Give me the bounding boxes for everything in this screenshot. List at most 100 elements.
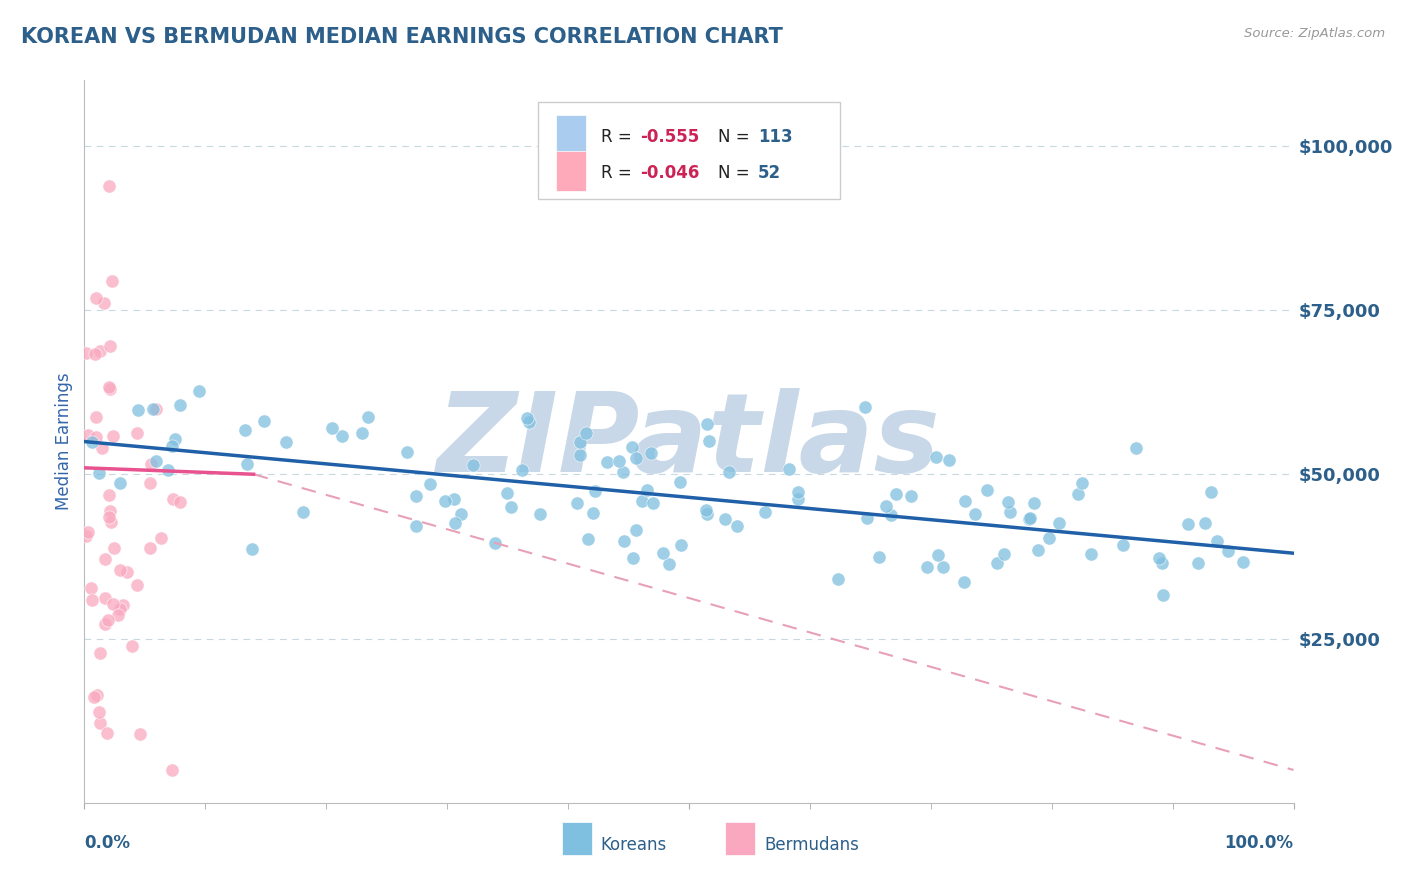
Point (98, 339, 121, 353)
Point (450, 507, 472, 521)
Point (786, 485, 808, 500)
Point (519, 415, 541, 429)
Bar (725, 822, 755, 855)
Point (668, 475, 690, 489)
Point (108, 476, 131, 491)
Point (484, 535, 506, 549)
Point (1018, 511, 1040, 525)
Y-axis label: Median Earnings: Median Earnings (55, 373, 73, 510)
Point (754, 505, 776, 519)
Point (97, 509, 120, 524)
Point (89, 646, 111, 660)
Point (1152, 557, 1174, 571)
Point (98, 504, 121, 518)
Point (84, 429, 107, 443)
Text: 52: 52 (758, 164, 780, 182)
Point (787, 491, 810, 506)
Point (461, 458, 484, 472)
Point (76, 525, 98, 540)
Point (1024, 496, 1046, 510)
Point (83, 347, 105, 361)
Point (927, 548, 949, 562)
FancyBboxPatch shape (538, 102, 841, 200)
Point (697, 434, 720, 449)
Point (1177, 517, 1199, 532)
Point (636, 483, 658, 497)
Point (93, 296, 115, 310)
Point (98, 382, 121, 396)
Point (501, 500, 523, 515)
Point (510, 463, 533, 477)
Point (938, 452, 960, 467)
Point (915, 560, 938, 574)
Text: Bermudans: Bermudans (763, 836, 859, 854)
Point (75, 529, 97, 543)
Point (443, 491, 465, 506)
Point (613, 533, 636, 548)
Point (583, 484, 606, 499)
Point (1026, 543, 1049, 558)
Point (1152, 588, 1174, 602)
Text: R =: R = (600, 164, 637, 182)
Point (997, 494, 1019, 508)
Point (717, 465, 740, 479)
Point (1199, 485, 1222, 500)
Point (75, 346, 97, 360)
Point (443, 516, 465, 531)
Point (596, 455, 619, 469)
Point (108, 602, 131, 616)
Point (1080, 547, 1102, 561)
Point (236, 457, 259, 471)
Text: -0.555: -0.555 (641, 128, 700, 145)
Point (128, 727, 150, 741)
Point (145, 401, 167, 416)
Point (900, 489, 922, 503)
Point (582, 507, 605, 521)
Point (875, 500, 897, 514)
Point (97, 488, 120, 502)
Point (97, 380, 120, 394)
Point (993, 547, 1015, 561)
Point (94, 591, 117, 606)
Point (96, 613, 118, 627)
Point (631, 494, 654, 508)
Text: 100.0%: 100.0% (1225, 833, 1294, 852)
Point (139, 457, 162, 471)
Point (884, 487, 907, 501)
Text: N =: N = (718, 164, 755, 182)
Point (253, 414, 276, 428)
Point (139, 541, 162, 555)
Point (1112, 538, 1135, 552)
Text: 113: 113 (758, 128, 793, 145)
Point (292, 504, 315, 518)
Point (419, 476, 441, 491)
Point (495, 486, 517, 500)
Point (93, 617, 115, 632)
Point (100, 274, 122, 288)
Point (433, 494, 456, 508)
Point (107, 607, 129, 622)
Point (405, 489, 427, 503)
Point (121, 639, 143, 653)
Point (169, 495, 191, 509)
Point (169, 398, 191, 412)
Point (932, 560, 955, 574)
Point (1038, 531, 1060, 545)
Point (90, 441, 112, 455)
Point (607, 454, 630, 468)
Point (142, 402, 165, 417)
Point (112, 598, 135, 612)
Point (80, 581, 103, 595)
Point (695, 503, 717, 517)
Point (157, 463, 180, 477)
Point (965, 508, 987, 522)
Point (84, 409, 107, 424)
Point (89, 705, 111, 719)
Point (567, 496, 589, 510)
Point (1147, 551, 1170, 566)
Point (640, 445, 662, 459)
Point (725, 519, 748, 533)
Point (188, 384, 211, 399)
Point (405, 518, 427, 533)
Point (1194, 516, 1216, 530)
